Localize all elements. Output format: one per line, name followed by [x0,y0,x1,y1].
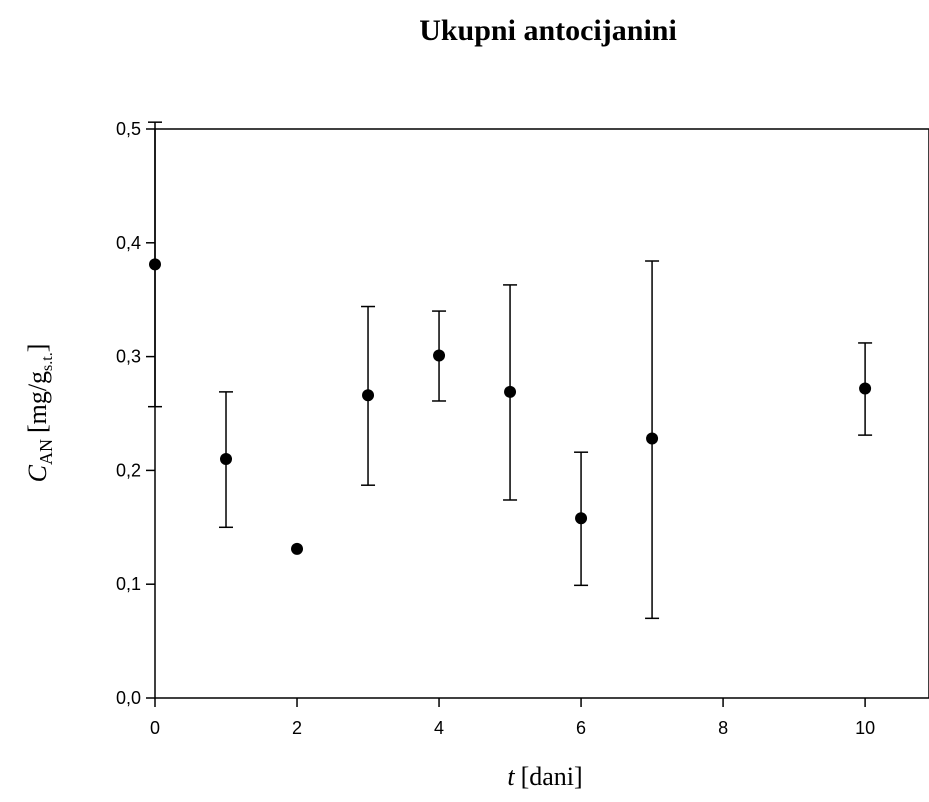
x-axis-label-unit: [dani] [521,762,583,791]
y-axis-label-subscript: AN [36,439,56,465]
y-tick-label: 0,1 [116,574,141,594]
data-point [149,258,161,271]
x-tick-label: 6 [576,718,586,738]
data-point [575,512,588,525]
y-axis-label-unit: [mg/g [23,371,52,433]
data-point [646,432,659,445]
error-bars [148,121,873,620]
x-axis-label: t [dani] [507,762,582,791]
y-axis-label-close: ] [23,344,52,353]
y-tick-label: 0,4 [116,233,141,253]
y-axis-label-variable: C [23,464,52,482]
chart-title: Ukupni antocijanini [419,14,677,47]
y-axis: 0,0 0,1 0,2 0,3 0,4 0,5 [116,119,155,708]
y-axis-label-group: CAN [mg/gs.t.] [23,344,56,483]
y-tick-label: 0,0 [116,688,141,708]
y-tick-label: 0,2 [116,460,141,480]
data-points [149,258,872,555]
x-axis: 0 2 4 6 8 10 [150,698,875,738]
x-tick-label: 8 [718,718,728,738]
y-axis-label-unit-subscript: s.t. [39,352,56,371]
data-point [859,382,872,395]
y-tick-label: 0,3 [116,347,141,367]
x-tick-label: 0 [150,718,160,738]
x-axis-label-variable: t [507,762,515,791]
plot-frame [154,128,929,699]
y-tick-label: 0,5 [116,119,141,139]
data-point [433,349,446,362]
data-point [291,542,304,555]
x-tick-label: 4 [434,718,444,738]
data-point [220,453,233,466]
data-point [504,385,517,398]
y-axis-label: CAN [mg/gs.t.] [23,344,56,483]
x-tick-label: 2 [292,718,302,738]
data-point [362,389,375,402]
x-tick-label: 10 [855,718,875,738]
